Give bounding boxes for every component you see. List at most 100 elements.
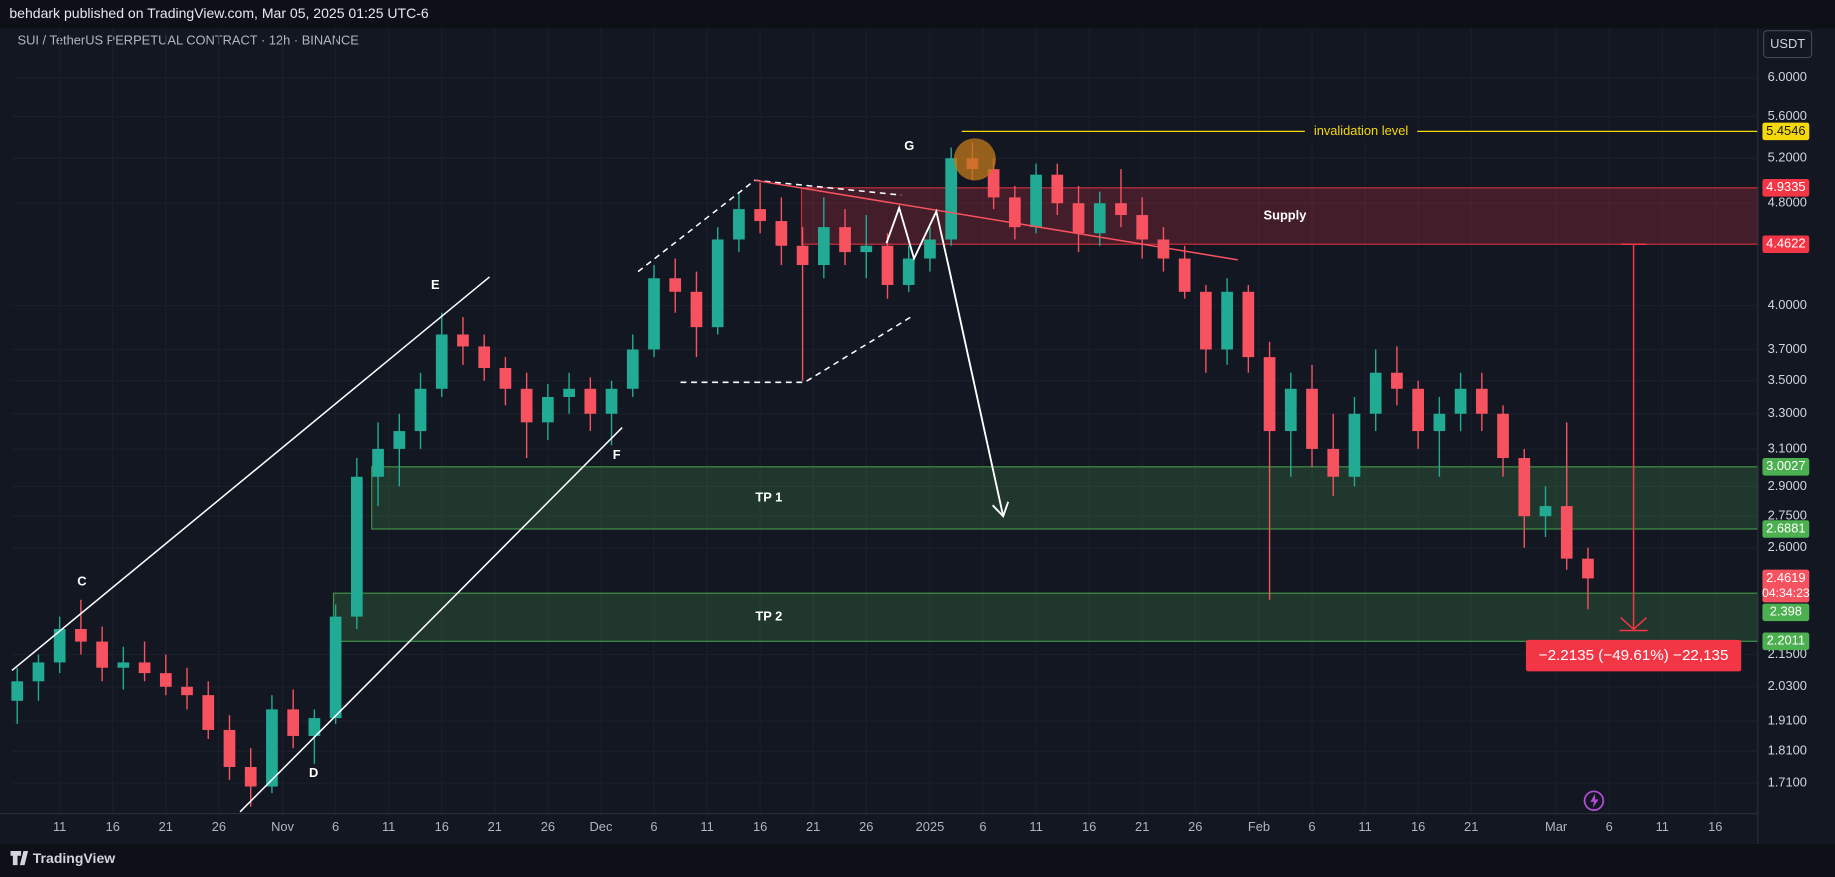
x-tick-label: 16 <box>435 819 449 834</box>
currency-button[interactable] <box>1763 30 1813 59</box>
candle-body <box>53 628 66 663</box>
x-tick-label: 6 <box>1606 819 1613 834</box>
x-tick-label: 21 <box>806 819 820 834</box>
candle-body <box>1327 448 1340 477</box>
y-tick-label: 2.9000 <box>1768 478 1807 493</box>
candle-body <box>11 681 24 701</box>
candle-body <box>817 227 830 266</box>
alert-bolt[interactable] <box>1590 793 1599 808</box>
invalidation-label: invalidation level <box>1314 123 1408 138</box>
candle-body <box>287 709 300 736</box>
annotation: D <box>309 765 318 780</box>
candle-body <box>987 169 1000 198</box>
y-tick-label: 4.8000 <box>1768 195 1807 210</box>
candle-body <box>435 334 448 389</box>
publisher: behdark published on TradingView.com, Ma… <box>9 5 429 21</box>
candle-body <box>32 662 45 682</box>
price-tag-label: 5.4546 <box>1766 123 1805 138</box>
candle-body <box>266 709 278 787</box>
candle-body <box>1221 291 1233 350</box>
candle-body <box>1072 203 1085 234</box>
x-tick-label: 6 <box>650 819 657 834</box>
y-tick-label: 1.9100 <box>1768 712 1807 727</box>
trend-line <box>239 427 623 813</box>
x-tick-label: 26 <box>541 819 555 834</box>
candle-body <box>563 388 575 397</box>
candle-body <box>393 431 406 449</box>
candle-body <box>626 349 639 389</box>
candle-body <box>457 334 469 347</box>
price-tag <box>1762 458 1810 476</box>
candle-body <box>924 239 936 259</box>
candle-body <box>1200 291 1212 350</box>
candle-body <box>223 729 236 767</box>
y-tick-label: 3.3000 <box>1768 405 1807 420</box>
y-tick-label: 3.7000 <box>1768 341 1807 356</box>
brand-logo <box>10 851 29 866</box>
y-tick-label: 4.0000 <box>1768 297 1807 312</box>
candle-body <box>542 396 554 423</box>
candle-body <box>75 628 87 642</box>
candle-body <box>1136 215 1149 240</box>
candle-body <box>1582 558 1594 579</box>
currency[interactable]: USDT <box>1770 36 1805 51</box>
zone-label: Supply <box>1264 207 1308 222</box>
x-tick-label: Dec <box>590 819 613 834</box>
alert-circle[interactable] <box>1583 790 1605 811</box>
y-tick-label: 5.6000 <box>1768 108 1807 123</box>
y-tick-label: 6.0000 <box>1768 69 1807 84</box>
candle-body <box>1306 388 1318 449</box>
annotation: C <box>77 573 86 588</box>
x-tick-label: 6 <box>979 819 986 834</box>
arrow-line <box>885 204 1005 517</box>
x-tick-label: 6 <box>1308 819 1315 834</box>
candle-body <box>499 368 512 389</box>
candle-body <box>839 227 851 253</box>
candle-body <box>181 686 193 696</box>
x-tick-label: 21 <box>159 819 173 834</box>
plot: Supply TP 1 TP 2 invalidation level C D E F G −2.… <box>11 28 1759 814</box>
zone <box>371 466 1759 530</box>
candle-body <box>945 158 958 240</box>
price-tag <box>1762 122 1810 141</box>
x-tick-label: 16 <box>1708 819 1722 834</box>
x-tick-label: Nov <box>271 819 294 834</box>
candle-body <box>478 346 491 369</box>
x-tick-label: 6 <box>332 819 339 834</box>
candle-body <box>1497 413 1509 459</box>
price-tag <box>1762 235 1810 254</box>
annotation: F <box>613 447 621 462</box>
candle-body <box>1263 357 1276 432</box>
x-tick-label: 11 <box>1656 819 1669 834</box>
candle-body <box>202 695 215 730</box>
arrow-head <box>991 501 1010 518</box>
measure-arrow <box>1620 617 1647 631</box>
candle-body <box>584 388 597 414</box>
price-tag <box>1762 632 1810 651</box>
x-tick-label: 11 <box>1029 819 1042 834</box>
candle-body <box>1008 197 1021 228</box>
candle-body <box>605 388 618 414</box>
price-tag <box>1762 569 1810 603</box>
candle-body <box>1454 388 1467 414</box>
candle-body <box>372 448 384 477</box>
x-tick-label: 21 <box>488 819 502 834</box>
candle-body <box>860 245 873 253</box>
candle-body <box>796 245 809 266</box>
price-tag-label: 2.2011 <box>1767 633 1805 648</box>
candle-body <box>1391 372 1403 389</box>
candle-body <box>1433 413 1446 432</box>
candle-body <box>1369 372 1382 414</box>
alert-icon[interactable] <box>1583 790 1605 811</box>
candle-body <box>733 209 745 240</box>
x-tick-label: 16 <box>753 819 767 834</box>
candle-body <box>775 221 788 246</box>
price-tag <box>1762 520 1810 538</box>
candle-body <box>1560 506 1573 559</box>
zone <box>800 187 1759 245</box>
y-tick-label: 2.7500 <box>1768 508 1807 523</box>
candle-body <box>1157 239 1170 259</box>
annotation: E <box>431 277 440 292</box>
candle-body <box>1242 291 1255 358</box>
